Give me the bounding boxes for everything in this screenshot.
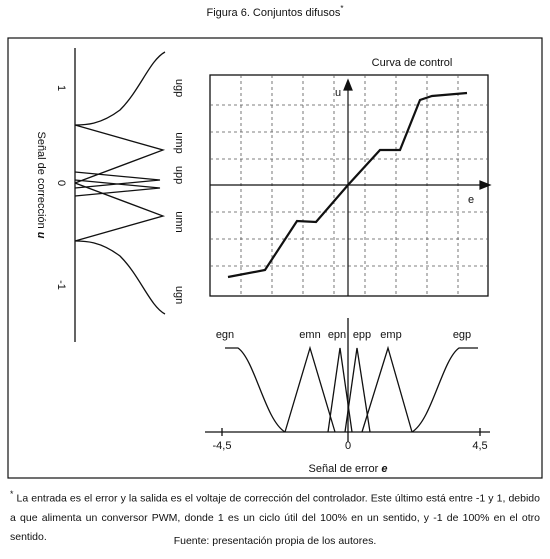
axis-label-text: Señal de corrección: [35, 131, 47, 228]
error-sets: [205, 318, 490, 442]
error-tick: 0: [345, 440, 351, 452]
control-axes: [210, 78, 492, 296]
error-tick: -4,5: [213, 440, 232, 452]
set-label: emn: [299, 329, 320, 341]
title-text: Figura 6. Conjuntos difusos: [206, 7, 340, 19]
axis-label-text: Señal de error: [309, 463, 379, 475]
set-label: epp: [353, 329, 371, 341]
set-label: egp: [453, 329, 471, 341]
correction-sets: [74, 48, 166, 342]
footnote-mark: *: [10, 489, 14, 499]
correction-axis-label: Señal de corrección u: [35, 131, 47, 238]
footnote-text: La entrada es el error y la salida es el…: [10, 492, 540, 543]
set-label: umn: [173, 211, 185, 232]
footnote: * La entrada es el error y la salida es …: [10, 485, 540, 547]
set-label: ump: [173, 132, 185, 153]
control-curve: [227, 91, 468, 279]
title-mark: *: [340, 4, 343, 13]
figure-title: Figura 6. Conjuntos difusos*: [206, 4, 343, 19]
error-tick: 4,5: [472, 440, 487, 452]
set-label: ugp: [173, 79, 185, 97]
set-label: epn: [328, 329, 346, 341]
control-title: Curva de control: [372, 57, 453, 69]
source: Fuente: presentación propia de los autor…: [173, 535, 377, 547]
correction-tick: 0: [55, 180, 67, 186]
control-y-label: u: [335, 87, 341, 99]
figure-frame: [7, 37, 543, 479]
control-x-label: e: [468, 194, 474, 206]
correction-tick: 1: [55, 85, 67, 91]
axis-var: u: [35, 232, 47, 239]
set-label: egn: [216, 329, 234, 341]
error-axis-label: Señal de error e: [309, 463, 388, 475]
axis-var: e: [381, 463, 387, 475]
set-label: upp: [173, 166, 185, 184]
correction-tick: -1: [55, 280, 67, 290]
set-label: ugn: [173, 286, 185, 304]
set-label: emp: [380, 329, 401, 341]
